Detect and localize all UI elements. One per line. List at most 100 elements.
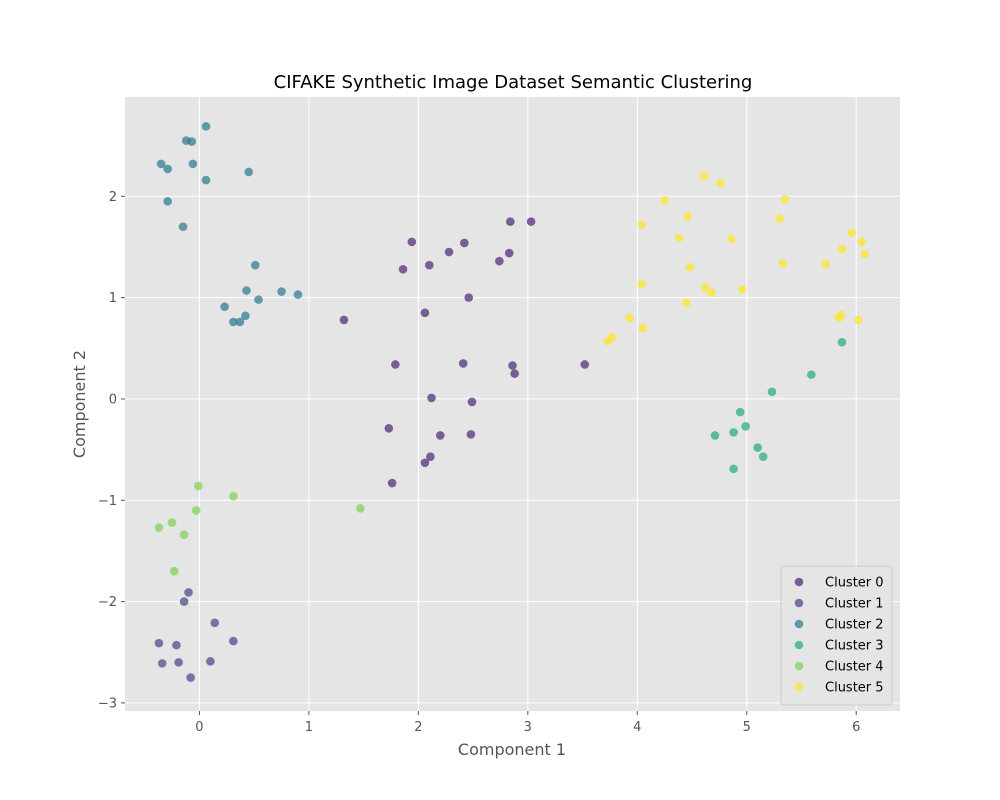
y-tick-label-4: 1 [109,291,117,306]
cluster-0-point-15 [464,293,474,302]
legend-label-3: Cluster 3 [825,639,884,654]
cluster-0-point-13 [460,238,469,248]
cluster-0-point-4 [398,264,408,274]
cluster-5-point-4 [637,280,646,289]
cluster-0-point-24 [580,360,590,369]
cluster-5-point-9 [683,212,692,221]
cluster-0-point-11 [435,431,445,440]
cluster-3-point-6 [758,452,768,461]
cluster-2-point-11 [235,317,245,327]
cluster-4-point-5 [194,481,203,491]
cluster-5-point-22 [836,310,846,320]
x-tick-label-6: 6 [852,720,860,735]
cluster-4-point-2 [169,566,179,576]
legend-marker-2 [794,619,804,629]
cluster-2-point-2 [163,197,172,206]
y-axis-ticks: −3 −2 −1 0 1 2 [98,190,125,711]
cluster-2-point-12 [241,311,250,321]
x-tick-label-4: 4 [633,720,641,735]
cluster-2-point-14 [244,167,253,177]
cluster-0-point-5 [407,237,417,247]
cluster-4-point-1 [167,518,177,527]
y-tick-label-5: 2 [109,190,117,205]
cluster-4-point-6 [229,491,238,501]
cluster-2-point-8 [201,175,211,185]
cluster-0-point-12 [444,247,454,257]
legend-label-1: Cluster 1 [825,597,884,612]
cluster-4-point-7 [356,504,365,513]
cluster-1-point-5 [184,588,193,597]
cluster-3-point-2 [729,464,738,474]
cluster-5-point-5 [638,323,648,333]
cluster-0-point-22 [510,369,519,378]
data-points [154,122,870,682]
legend-marker-0 [794,577,804,587]
cluster-1-point-6 [186,673,195,682]
cluster-0-point-19 [504,248,514,258]
cluster-5-point-10 [685,262,695,272]
cluster-5-point-27 [860,249,870,259]
y-tick-label-1: −2 [98,595,117,610]
legend-marker-4 [794,661,804,671]
cluster-2-point-9 [220,302,229,312]
x-tick-label-3: 3 [524,720,532,735]
cluster-0-point-1 [391,360,400,369]
cluster-5-point-25 [854,315,863,325]
chart-title: CIFAKE Synthetic Image Dataset Semantic … [274,72,753,93]
cluster-5-point-12 [700,283,710,292]
cluster-5-point-24 [847,228,857,238]
cluster-2-point-7 [201,122,211,131]
cluster-1-point-7 [206,657,215,666]
cluster-1-point-8 [210,618,220,628]
cluster-5-point-3 [637,220,646,229]
cluster-0-point-0 [339,315,349,325]
cluster-2-point-16 [254,295,263,304]
y-tick-label-0: −3 [98,696,117,711]
cluster-3-point-3 [735,407,745,417]
x-tick-label-1: 1 [305,720,313,735]
legend-marker-3 [794,640,804,650]
cluster-5-point-16 [738,285,747,294]
legend-label-0: Cluster 0 [825,576,884,591]
cluster-2-point-13 [242,286,251,295]
legend: Cluster 0 Cluster 1 Cluster 2 Cluster 3 Clus… [780,565,893,706]
y-tick-label-2: −1 [98,494,117,509]
legend-label-2: Cluster 2 [825,618,884,633]
cluster-1-point-9 [229,636,238,646]
cluster-5-point-20 [821,259,830,269]
cluster-5-point-6 [660,196,669,205]
x-tick-label-0: 0 [195,720,203,735]
cluster-2-point-10 [229,317,238,327]
cluster-4-point-3 [179,530,189,540]
legend-marker-1 [794,598,804,608]
cluster-2-point-1 [163,164,172,174]
cluster-5-point-2 [625,313,634,323]
cluster-2-point-15 [250,260,260,270]
cluster-0-point-9 [426,452,435,461]
y-tick-label-3: 0 [109,392,117,407]
y-axis-label: Component 2 [70,350,89,458]
x-tick-label-2: 2 [414,720,422,735]
cluster-5-point-8 [682,298,691,307]
cluster-3-point-9 [837,337,847,347]
x-tick-label-5: 5 [743,720,751,735]
cluster-4-point-4 [191,506,201,515]
grid-lines [125,97,900,711]
cluster-1-point-0 [154,638,164,648]
cluster-0-point-7 [420,458,430,468]
cluster-0-point-8 [425,260,434,270]
cluster-0-point-2 [384,424,394,433]
x-axis-ticks: 0 1 2 3 4 5 6 [195,711,860,735]
cluster-1-point-3 [174,658,183,667]
cluster-0-point-10 [427,393,436,403]
cluster-5-point-17 [775,214,784,223]
cluster-1-point-4 [179,597,189,606]
cluster-5-point-1 [607,332,617,342]
cluster-3-point-5 [753,443,762,452]
cluster-1-point-2 [172,640,181,650]
cluster-5-point-19 [780,195,790,204]
cluster-0-point-3 [387,478,397,488]
cluster-5-point-23 [837,244,847,254]
cluster-3-point-4 [741,421,750,431]
